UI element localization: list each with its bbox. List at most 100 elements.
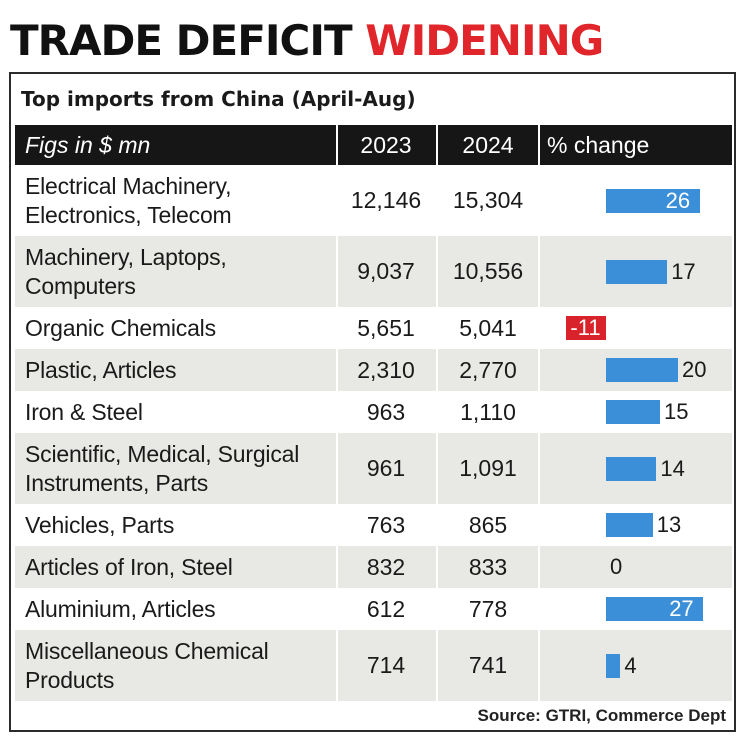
column-divider: [436, 630, 438, 701]
value-2024: 2,770: [459, 356, 517, 383]
pct-change-cell: 20: [538, 349, 732, 391]
value-2023: 832: [366, 553, 406, 580]
column-divider: [538, 588, 540, 630]
column-divider: [436, 349, 438, 391]
row-label: Iron & Steel: [25, 398, 143, 425]
pct-change-cell: -11: [538, 307, 732, 349]
column-divider: [436, 546, 438, 588]
value-2024: 5,041: [459, 314, 517, 341]
pct-change-cell: 26: [538, 165, 732, 236]
table-row: Plastic, Articles 2,310 2,770 20: [15, 349, 732, 391]
value-2023: 714: [366, 652, 406, 678]
row-label: Scientific, Medical, Surgical Instrument…: [25, 440, 300, 496]
column-divider: [436, 504, 438, 546]
table-row: Organic Chemicals 5,651 5,041 -11: [15, 307, 732, 349]
column-divider: [336, 630, 338, 701]
column-header-2023: 2023: [360, 132, 412, 158]
value-2024: 741: [468, 652, 508, 678]
pct-change-bar-positive: [606, 597, 704, 621]
pct-change-label: 14: [660, 455, 685, 481]
row-label: Vehicles, Parts: [25, 511, 175, 538]
table-subtitle: Top imports from China (April-Aug): [21, 87, 416, 111]
column-header-pct-change: % change: [547, 132, 650, 158]
column-divider: [336, 546, 338, 588]
column-divider: [336, 307, 338, 349]
table-row: Scientific, Medical, Surgical Instrument…: [15, 433, 732, 504]
pct-change-label: 17: [671, 258, 696, 284]
pct-change-bar-positive: [606, 456, 657, 481]
row-label: Organic Chemicals: [25, 314, 216, 341]
column-divider: [436, 307, 438, 349]
column-divider: [538, 504, 540, 546]
table-row: Miscellaneous Chemical Products 714 741 4: [15, 630, 732, 701]
pct-change-bar-positive: [606, 358, 678, 382]
table-row: Aluminium, Articles 612 778 27: [15, 588, 732, 630]
value-2023: 12,146: [350, 187, 422, 213]
table-row: Articles of Iron, Steel 832 833 0: [15, 546, 732, 588]
column-divider: [538, 433, 540, 504]
pct-change-bar-positive: [606, 400, 660, 424]
pct-change-bar-positive: [606, 259, 668, 284]
column-divider: [538, 630, 540, 701]
headline-part2: WIDENING: [365, 16, 604, 65]
row-label: Articles of Iron, Steel: [25, 553, 233, 580]
column-divider: [436, 391, 438, 433]
column-divider: [336, 504, 338, 546]
value-2023: 9,037: [357, 258, 415, 284]
pct-change-bar-positive: [606, 513, 653, 537]
column-divider: [538, 236, 540, 307]
table-body: Electrical Machinery, Electronics, Telec…: [15, 165, 732, 701]
pct-change-cell: 0: [538, 546, 732, 588]
column-divider: [336, 588, 338, 630]
value-2023: 5,651: [357, 314, 415, 341]
headline-part1: TRADE DEFICIT: [10, 16, 353, 65]
pct-change-cell: 27: [538, 588, 732, 630]
column-header-label: Figs in $ mn: [25, 132, 151, 158]
value-2024: 1,091: [459, 455, 517, 481]
column-divider: [538, 391, 540, 433]
pct-change-label: 0: [610, 554, 623, 579]
column-divider: [336, 349, 338, 391]
column-divider: [538, 307, 540, 349]
pct-change-bar-positive: [606, 653, 621, 678]
pct-change-cell: 15: [538, 391, 732, 433]
table-row: Electrical Machinery, Electronics, Telec…: [15, 165, 732, 236]
column-divider: [336, 236, 338, 307]
column-divider: [538, 349, 540, 391]
pct-change-cell: 13: [538, 504, 732, 546]
pct-change-label: -11: [570, 315, 601, 340]
pct-change-bar-positive: [606, 188, 700, 213]
column-divider: [336, 391, 338, 433]
row-label: Machinery, Laptops, Computers: [25, 243, 227, 299]
value-2023: 612: [366, 595, 406, 622]
header-divider: [336, 125, 338, 165]
pct-change-label: 27: [669, 596, 694, 621]
column-divider: [436, 588, 438, 630]
column-divider: [436, 433, 438, 504]
value-2024: 778: [468, 595, 508, 622]
pct-change-cell: 14: [538, 433, 732, 504]
header-divider: [538, 125, 540, 165]
value-2024: 15,304: [452, 187, 524, 213]
pct-change-cell: 17: [538, 236, 732, 307]
pct-change-label: 20: [682, 357, 707, 382]
table-row: Iron & Steel 963 1,110 15: [15, 391, 732, 433]
column-header-2024: 2024: [462, 132, 514, 158]
value-2024: 1,110: [460, 398, 516, 425]
column-divider: [538, 546, 540, 588]
row-label: Plastic, Articles: [25, 356, 177, 383]
table-frame: Top imports from China (April-Aug) Figs …: [9, 72, 736, 732]
row-label: Miscellaneous Chemical Products: [25, 637, 269, 693]
pct-change-cell: 4: [538, 630, 732, 701]
column-divider: [436, 165, 438, 236]
row-label: Electrical Machinery, Electronics, Telec…: [25, 172, 232, 228]
column-divider: [436, 236, 438, 307]
row-label: Aluminium, Articles: [25, 595, 216, 622]
column-divider: [336, 165, 338, 236]
headline: TRADE DEFICIT WIDENING: [10, 14, 604, 68]
source-note: Source: GTRI, Commerce Dept: [477, 706, 726, 725]
pct-change-bar-negative: [566, 316, 606, 340]
table-row: Vehicles, Parts 763 865 13: [15, 504, 732, 546]
column-divider: [336, 433, 338, 504]
value-2024: 10,556: [452, 258, 524, 284]
